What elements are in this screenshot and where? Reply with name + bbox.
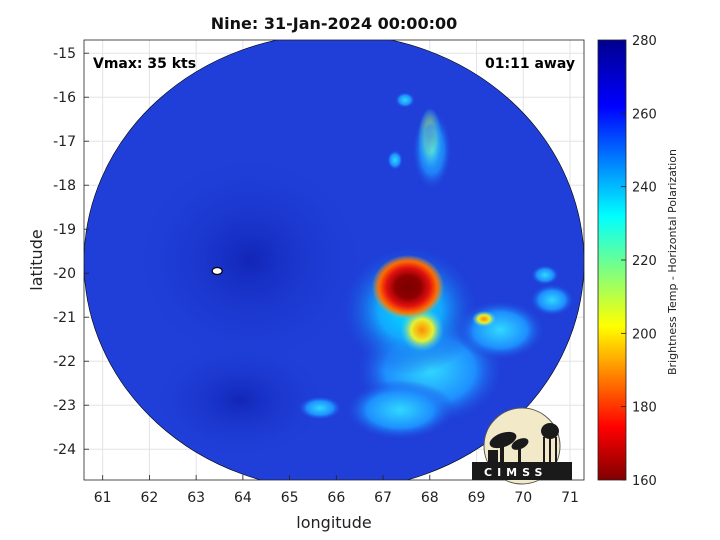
- colorbar-tick-label: 180: [632, 401, 657, 416]
- x-ticks: 61 62 63 64 65 66 67 68 69 70 71: [94, 475, 579, 506]
- colorbar-tick-label: 260: [632, 107, 657, 122]
- convective-core: [372, 255, 444, 319]
- swath: [84, 40, 584, 480]
- y-tick-label: -15: [53, 46, 76, 62]
- cyan-patch-lower: [298, 396, 342, 420]
- logo-dish-icon: [488, 431, 529, 462]
- x-axis-label: longitude: [296, 513, 371, 532]
- cyan-patch-southwest: [345, 380, 455, 440]
- colorbar-tick-label: 200: [632, 327, 657, 342]
- colorbar-tick-label: 220: [632, 254, 657, 269]
- colorbar-label: Brightness Temp - Horizontal Polarizatio…: [666, 149, 679, 375]
- x-tick-label: 63: [187, 490, 205, 506]
- logo-text: CIMSS: [484, 466, 547, 479]
- x-tick-label: 68: [421, 490, 439, 506]
- colorbar-tick-label: 240: [632, 181, 657, 196]
- axes-frame: [83, 39, 585, 481]
- x-tick-label: 62: [141, 490, 159, 506]
- dark-region-south: [150, 340, 330, 460]
- cyan-band-north: [412, 110, 452, 190]
- chart-title: Nine: 31-Jan-2024 00:00:00: [210, 14, 458, 33]
- vmax-annotation: Vmax: 35 kts: [93, 56, 196, 72]
- y-tick-label: -22: [53, 354, 76, 370]
- y-ticks: -15 -16 -17 -18 -19 -20 -21 -22 -23 -24: [53, 46, 89, 458]
- x-tick-label: 61: [94, 490, 112, 506]
- y-tick-label: -20: [53, 266, 76, 282]
- y-tick-label: -18: [53, 178, 76, 194]
- y-tick-label: -21: [53, 310, 76, 326]
- x-tick-label: 69: [468, 490, 486, 506]
- y-tick-label: -16: [53, 90, 76, 106]
- x-tick-label: 64: [234, 490, 252, 506]
- storm-center-marker: [211, 266, 223, 276]
- orange-spot-south: [400, 308, 444, 352]
- y-tick-label: -23: [53, 398, 76, 414]
- dark-region-west: [130, 150, 370, 370]
- cyan-patch-northeast: [531, 265, 559, 285]
- y-tick-label: -17: [53, 134, 76, 150]
- colorbar-tick-label: 160: [632, 474, 657, 489]
- cyan-patch-edge-east: [530, 284, 574, 316]
- cyan-speck-northwest: [387, 150, 403, 170]
- x-tick-label: 70: [514, 490, 532, 506]
- y-tick-label: -19: [53, 222, 76, 238]
- x-tick-label: 65: [281, 490, 299, 506]
- logo-tower-icon: [541, 423, 561, 465]
- time-away-annotation: 01:11 away: [485, 56, 575, 72]
- x-tick-label: 66: [327, 490, 345, 506]
- logo-ground: [472, 462, 572, 480]
- warm-spot-east: [472, 311, 496, 327]
- x-tick-label: 67: [374, 490, 392, 506]
- x-tick-label: 71: [561, 490, 579, 506]
- cimss-logo: CIMSS: [472, 407, 572, 485]
- colorbar-tick-label: 280: [632, 34, 657, 49]
- colorbar-ticks: 280 260 240 220 200 180 160: [621, 34, 657, 489]
- cyan-speck-north: [395, 92, 415, 108]
- y-axis-label: latitude: [27, 229, 46, 290]
- y-tick-label: -24: [53, 442, 76, 458]
